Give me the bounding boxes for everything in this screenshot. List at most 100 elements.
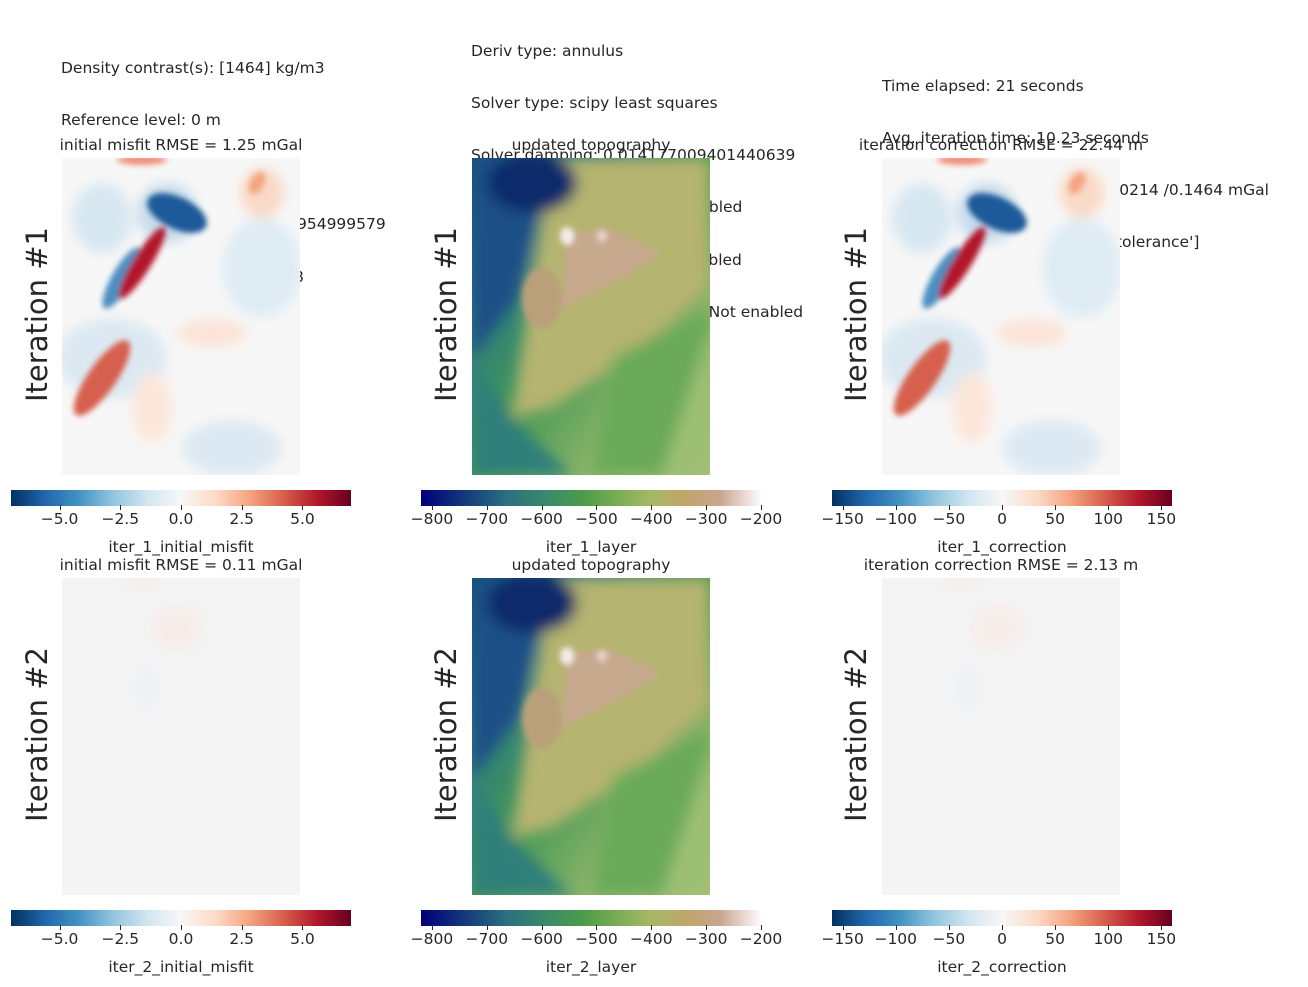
colorbar-tick (1002, 925, 1003, 930)
colorbar-tick (761, 925, 762, 930)
colorbar-tick-label: 50 (1045, 930, 1065, 948)
colorbar-tick-label: −50 (932, 510, 966, 528)
colorbar-tick (596, 505, 598, 510)
colorbar-tick (895, 925, 897, 930)
topography-heatmap-iter1 (472, 158, 710, 475)
colorbar-tick (948, 925, 950, 930)
colorbar-tick (120, 505, 122, 510)
row-label: Iteration #1 (20, 227, 54, 402)
colorbar-tick-label: −600 (520, 930, 563, 948)
colorbar-tick-label: −100 (874, 930, 918, 948)
info-line: Reference level: 0 m (61, 111, 221, 130)
colorbar-tick (842, 925, 844, 930)
colorbar-tick (842, 505, 844, 510)
colorbar-tick-label: −700 (465, 930, 509, 948)
colorbar-tick-label: 100 (1093, 510, 1124, 528)
colorbar-tick-label: −5.0 (40, 510, 79, 528)
colorbar-tick-label: −2.5 (101, 510, 140, 528)
colorbar-tick (181, 505, 182, 510)
misfit-heatmap-iter1 (62, 158, 300, 475)
colorbar-tick (1108, 925, 1110, 930)
colorbar-tick (1055, 505, 1057, 510)
colorbar-tick (1161, 505, 1163, 510)
colorbar-tick (302, 925, 304, 930)
colorbar-tick-label: 2.5 (229, 930, 255, 948)
colorbar-label: iter_2_initial_misfit (108, 958, 254, 976)
colorbar-tick (596, 925, 598, 930)
topography-heatmap-iter2 (472, 578, 710, 895)
colorbar-gradient (832, 490, 1172, 506)
colorbar-tick (895, 505, 897, 510)
colorbar-tick (541, 505, 543, 510)
colorbar-tick-label: −600 (520, 510, 563, 528)
colorbar-label: iter_2_layer (545, 958, 637, 976)
colorbar-tick (181, 925, 182, 930)
colorbar-tick-label: −400 (630, 510, 673, 528)
colorbar-tick-label: −500 (575, 930, 618, 948)
colorbar-tick (486, 925, 488, 930)
colorbar-tick-label: −150 (821, 510, 864, 528)
colorbar-gradient (11, 910, 351, 926)
colorbar-tick (120, 925, 122, 930)
colorbar-tick (706, 505, 708, 510)
colorbar-tick-label: 150 (1146, 930, 1177, 948)
row-label: Iteration #2 (20, 647, 54, 822)
colorbar-tick (706, 925, 708, 930)
colorbar-label: iter_1_initial_misfit (108, 538, 254, 556)
colorbar-tick-label: −300 (684, 510, 728, 528)
colorbar-label: iter_2_correction (937, 958, 1067, 976)
panel-title: iteration correction RMSE = 2.13 m (863, 556, 1139, 574)
colorbar-tick-label: 50 (1045, 510, 1065, 528)
colorbar-tick-label: −50 (932, 930, 966, 948)
colorbar-tick (1108, 505, 1110, 510)
colorbar-gradient (832, 910, 1172, 926)
colorbar-tick (541, 925, 543, 930)
colorbar-tick-label: −400 (630, 930, 673, 948)
panel-title: iteration correction RMSE = 22.44 m (858, 136, 1144, 154)
colorbar-label: iter_1_correction (937, 538, 1067, 556)
colorbar-tick-label: −200 (739, 510, 783, 528)
colorbar-tick-label: 5.0 (290, 930, 315, 948)
colorbar-tick-label: 2.5 (229, 510, 255, 528)
colorbar-tick (1055, 925, 1057, 930)
colorbar-tick-label: −200 (739, 930, 783, 948)
colorbar-tick-label: −800 (410, 930, 454, 948)
info-line: Time elapsed: 21 seconds (882, 76, 1084, 95)
colorbar-tick-label: −5.0 (40, 930, 79, 948)
colorbar-tick-label: −500 (575, 510, 618, 528)
colorbar-tick (651, 505, 653, 510)
colorbar-tick-label: −800 (410, 510, 454, 528)
colorbar-tick-label: 0 (997, 930, 1007, 948)
colorbar-tick (761, 505, 762, 510)
colorbar-tick (59, 925, 61, 930)
colorbar-tick (59, 505, 61, 510)
row-label: Iteration #2 (839, 647, 873, 822)
colorbar-gradient (11, 490, 351, 506)
colorbar-tick-label: −300 (684, 930, 728, 948)
colorbar-gradient (421, 490, 761, 506)
panel-title: updated topography (511, 556, 671, 574)
row-label: Iteration #2 (429, 647, 463, 822)
colorbar-tick-label: −2.5 (101, 930, 140, 948)
colorbar-tick (486, 505, 488, 510)
row-label: Iteration #1 (839, 227, 873, 402)
colorbar-tick-label: −100 (874, 510, 918, 528)
panel-title: initial misfit RMSE = 0.11 mGal (59, 556, 303, 574)
row-label: Iteration #1 (429, 227, 463, 402)
colorbar-tick (1161, 925, 1163, 930)
colorbar-tick (431, 925, 433, 930)
colorbar-tick (651, 925, 653, 930)
info-line: Deriv type: annulus (471, 41, 624, 60)
info-line: Avg. iteration time: 10.23 seconds (882, 129, 1149, 148)
info-line: Solver type: scipy least squares (471, 94, 718, 113)
panel-title: updated topography (511, 136, 671, 154)
colorbar-tick (241, 925, 243, 930)
misfit-heatmap-iter2 (62, 578, 300, 895)
colorbar-tick (948, 505, 950, 510)
colorbar-tick-label: 0.0 (168, 510, 194, 528)
colorbar-label: iter_1_layer (545, 538, 637, 556)
colorbar-tick-label: 0 (997, 510, 1007, 528)
panel-title: initial misfit RMSE = 1.25 mGal (59, 136, 303, 154)
colorbar-tick (241, 505, 243, 510)
colorbar-tick-label: 5.0 (290, 510, 315, 528)
